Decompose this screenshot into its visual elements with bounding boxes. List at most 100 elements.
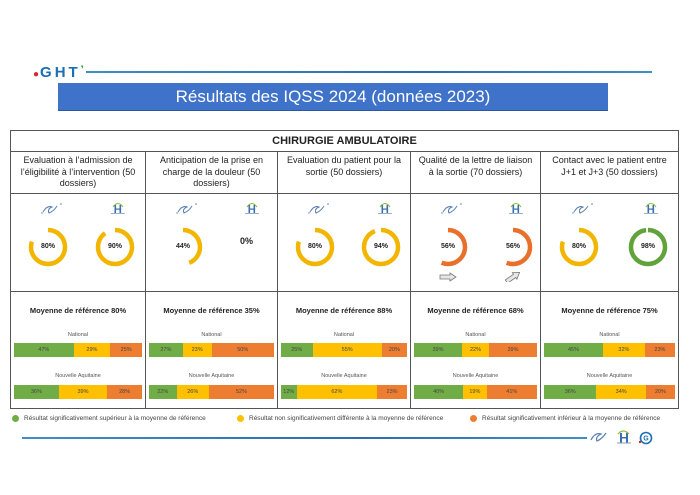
benchmark-row: Moyenne de référence 68% National 39% 22% 39… [411, 292, 540, 409]
results-table: CHIRURGIE AMBULATOIRE Evaluation à l’adm… [10, 130, 679, 409]
hospital-score-donut: 94% [360, 226, 402, 268]
donut-arc [559, 227, 599, 267]
region-stacked-bar: 12% 62% 23% [281, 385, 407, 399]
bar-segment-orange: 41% [486, 385, 538, 399]
scores-row: 80% 90% [11, 194, 145, 292]
region-stacked-bar: 40% 19% 41% [414, 385, 538, 399]
ght-score-donut: 56% [427, 226, 469, 268]
bar-segment-yellow: 29% [73, 343, 111, 357]
footer-divider [22, 437, 587, 439]
bar-segment-green: 36% [14, 385, 59, 399]
hospital-logo-icon [111, 200, 125, 216]
legend-item-inferior: Résultat significativement inférieur à l… [470, 415, 660, 422]
bar-segment-green: 36% [544, 385, 597, 399]
bar-segment-green: 39% [414, 343, 462, 357]
scores-row: 44% 0% [146, 194, 277, 292]
benchmark-row: Moyenne de référence 75% National 45% 32% 23… [541, 292, 678, 409]
national-stacked-bar: 47% 29% 25% [14, 343, 142, 357]
legend-label: Résultat significativement inférieur à l… [482, 415, 661, 422]
bar-segment-green: 27% [149, 343, 183, 357]
bar-segment-yellow: 55% [312, 343, 382, 357]
scores-row: 80% 98% [541, 194, 678, 292]
reference-average: Moyenne de référence 75% [561, 306, 658, 315]
donut-arc [361, 227, 401, 267]
bar-segment-orange: 23% [644, 343, 675, 357]
bar-segment-green: 12% [281, 385, 297, 399]
legend-yellow-dot-icon [237, 415, 244, 422]
hospital-logo-icon [509, 200, 523, 216]
bar-segment-orange: 25% [110, 343, 142, 357]
national-label: National [599, 332, 620, 338]
legend-green-dot-icon [12, 415, 19, 422]
bar-segment-yellow: 23% [182, 343, 212, 357]
donut-arc [95, 227, 135, 267]
footer-logos: G [588, 428, 658, 446]
ght-establishment-logo-icon [440, 202, 464, 216]
bar-segment-yellow: 34% [596, 385, 646, 399]
region-label: Nouvelle Aquitaine [321, 373, 367, 379]
indicator-heading: Qualité de la lettre de liaison à la sor… [411, 151, 540, 194]
legend-label: Résultat non significativement différent… [249, 415, 444, 422]
benchmark-row: Moyenne de référence 80% National 47% 29% 25… [11, 292, 145, 409]
hospital-score-label: 0% [240, 236, 254, 246]
ght-establishment-logo-icon [307, 202, 331, 216]
ght-score-donut: 80% [558, 226, 600, 268]
national-stacked-bar: 27% 23% 50% [149, 343, 274, 357]
donut-arc [28, 227, 68, 267]
svg-text:G: G [643, 436, 649, 443]
region-label: Nouvelle Aquitaine [452, 373, 499, 379]
ght-establishment-logo-icon [571, 202, 595, 216]
legend-item-not-different: Résultat non significativement différent… [237, 415, 443, 422]
table-title: CHIRURGIE AMBULATOIRE [11, 131, 678, 152]
donut-arc [493, 227, 533, 267]
bar-segment-yellow: 62% [296, 385, 378, 399]
bar-segment-green: 45% [544, 343, 603, 357]
donut-arc [163, 227, 203, 267]
national-label: National [465, 332, 486, 338]
bar-segment-orange: 23% [377, 385, 407, 399]
up-trend-arrow-icon [504, 272, 521, 282]
hospital-logo-icon [644, 200, 658, 216]
benchmark-row: Moyenne de référence 35% National 27% 23% 50… [146, 292, 277, 409]
reference-average: Moyenne de référence 88% [295, 306, 393, 315]
bar-segment-yellow: 32% [602, 343, 645, 357]
ght-score-donut: 44% [162, 226, 204, 268]
national-label: National [201, 332, 222, 338]
bar-segment-yellow: 39% [58, 385, 108, 399]
ght-logo: ●GHT❜ [33, 64, 84, 81]
indicator-column: Evaluation à l’admission de l’éligibilit… [11, 151, 145, 409]
bar-segment-green: 22% [149, 385, 177, 399]
hospital-logo-icon [245, 200, 259, 216]
legend-orange-dot-icon [470, 415, 477, 422]
region-label: Nouvelle Aquitaine [586, 373, 633, 379]
indicator-heading: Anticipation de la prise en charge de la… [146, 151, 277, 194]
ght-score-label: 80% [571, 243, 586, 250]
ght-establishment-logo-icon [40, 202, 64, 216]
hospital-score-donut: 90% [94, 226, 136, 268]
ght-score-donut: 80% [27, 226, 69, 268]
donut-arc [295, 227, 335, 267]
indicator-column: Evaluation du patient pour la sortie (50… [277, 151, 410, 409]
legend-label: Résultat significativement supérieur à l… [24, 415, 206, 422]
logo-green-leaf-icon: ❜ [80, 64, 84, 74]
legend-item-superior: Résultat significativement supérieur à l… [12, 415, 206, 422]
bar-segment-orange: 20% [645, 385, 675, 399]
region-label: Nouvelle Aquitaine [188, 373, 235, 379]
donut-arc [428, 227, 468, 267]
hospital-score-label: 56% [505, 243, 520, 250]
region-stacked-bar: 36% 34% 20% [544, 385, 675, 399]
ght-score-label: 44% [175, 243, 190, 250]
hospital-score-donut: 98% [627, 226, 669, 268]
indicator-column: Anticipation de la prise en charge de la… [145, 151, 277, 409]
hospital-score-label: 98% [640, 243, 655, 250]
logo-red-dot-icon: ● [33, 69, 40, 80]
national-stacked-bar: 25% 55% 20% [281, 343, 407, 357]
hospital-score-donut: 56% [492, 226, 534, 268]
donut-arc [628, 227, 668, 267]
page-title: Résultats des IQSS 2024 (données 2023) [58, 83, 608, 111]
scores-row: 56% 56% [411, 194, 540, 292]
bar-segment-yellow: 26% [176, 385, 209, 399]
stable-trend-arrow-icon [439, 272, 457, 282]
scores-row: 80% 94% [278, 194, 410, 292]
ght-score-donut: 80% [294, 226, 336, 268]
